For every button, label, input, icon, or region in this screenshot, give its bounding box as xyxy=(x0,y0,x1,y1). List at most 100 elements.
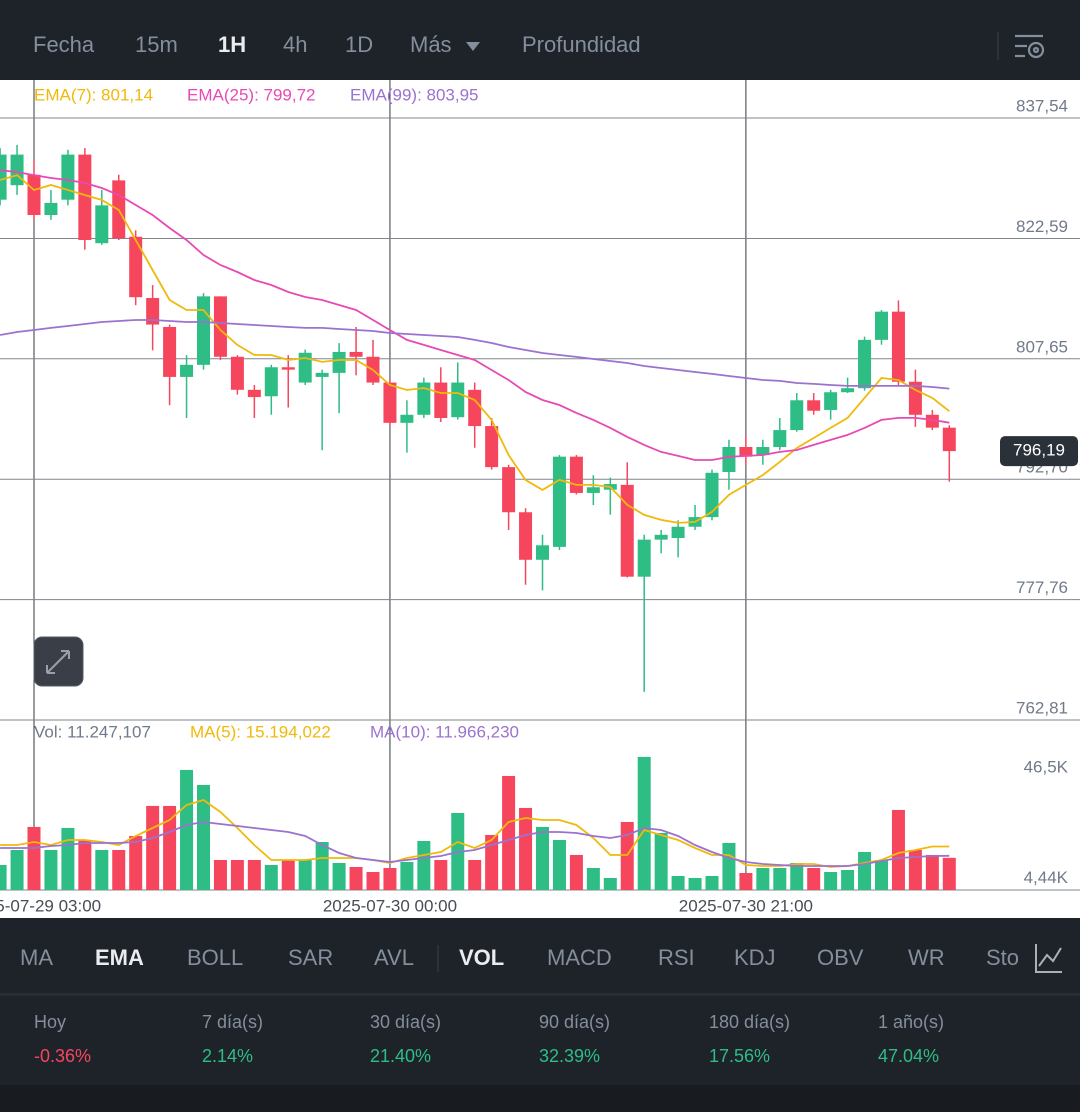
candle-body xyxy=(163,326,177,377)
chart-layer: 2025-07-29 03:00 2025-07-30 00:00 2025-07-… xyxy=(0,80,1080,915)
price-tag xyxy=(1000,436,1078,467)
candle-body xyxy=(315,372,329,377)
price-tag-label: 796,19 xyxy=(1013,441,1065,460)
volume-bar xyxy=(281,859,295,890)
indicator-tab[interactable]: AVL xyxy=(374,945,414,970)
volume-bar xyxy=(671,876,685,890)
indicator-tab[interactable]: KDJ xyxy=(734,945,776,970)
candle-body xyxy=(485,426,499,468)
period-change: 21.40% xyxy=(370,1046,431,1066)
indicator-tab[interactable]: WR xyxy=(908,945,945,970)
candle-body xyxy=(654,534,668,540)
volume-bar xyxy=(705,876,719,890)
volume-bar xyxy=(586,867,600,890)
period-change: 2.14% xyxy=(202,1046,253,1066)
ema-line xyxy=(0,319,950,390)
volume-bar xyxy=(264,864,278,890)
indicator-tab[interactable]: MA xyxy=(20,945,53,970)
indicator-tab[interactable]: SAR xyxy=(288,945,333,970)
period-label: 30 día(s) xyxy=(370,1012,441,1032)
ma-line xyxy=(0,799,950,868)
candle-body xyxy=(349,351,363,357)
timeframe-tab[interactable]: 4h xyxy=(283,32,307,57)
timeframe-tab[interactable]: Fecha xyxy=(33,32,95,57)
dropdown-arrow[interactable] xyxy=(466,42,480,51)
candle-body xyxy=(790,400,804,431)
candle-body xyxy=(417,382,431,415)
timeframe-tab[interactable]: Más xyxy=(410,32,452,57)
volume-bar xyxy=(146,805,160,890)
legend-entry: EMA(99): 803,95 xyxy=(350,85,479,104)
volume-bar xyxy=(925,854,939,890)
volume-bar xyxy=(637,756,651,890)
volume-bar xyxy=(197,784,210,890)
candle-body xyxy=(925,414,939,428)
volume-bar xyxy=(349,866,363,890)
settings-icon[interactable] xyxy=(1015,34,1045,59)
timeframe-tab[interactable]: Profundidad xyxy=(522,32,641,57)
volume-bar xyxy=(213,859,227,890)
candle-body xyxy=(468,389,482,427)
volume-bar xyxy=(688,877,702,890)
y-tick-label: 807,65 xyxy=(1016,337,1068,356)
volume-bar xyxy=(569,854,583,890)
indicator-tab[interactable]: Sto xyxy=(986,945,1019,970)
y-tick-label: 762,81 xyxy=(1016,698,1068,717)
ema-line xyxy=(0,174,950,524)
indicator-tab[interactable]: MACD xyxy=(547,945,612,970)
indicator-tab[interactable]: OBV xyxy=(817,945,864,970)
candle-body xyxy=(247,389,261,398)
timeframe-tab[interactable]: 15m xyxy=(135,32,178,57)
candle-body xyxy=(739,447,753,457)
volume-bar xyxy=(163,805,177,890)
volume-bar xyxy=(112,849,126,890)
timeframe-tab[interactable]: 1H xyxy=(218,32,246,57)
volume-bar xyxy=(739,873,753,890)
expand-button[interactable] xyxy=(33,636,84,687)
volume-bar xyxy=(722,842,736,890)
volume-bar xyxy=(841,869,855,890)
volume-bar xyxy=(400,861,414,890)
candle-body xyxy=(78,154,92,240)
period-change: 47.04% xyxy=(878,1046,939,1066)
volume-bar xyxy=(27,826,41,890)
candle-body xyxy=(671,526,685,539)
footer xyxy=(0,1085,1080,1112)
candle-body xyxy=(519,512,533,560)
indicator-tab[interactable]: VOL xyxy=(459,945,504,970)
timeframe-tab[interactable]: 1D xyxy=(345,32,373,57)
volume-bar xyxy=(875,859,888,890)
legend-entry: EMA(7): 801,14 xyxy=(34,85,153,104)
candle-body xyxy=(27,174,41,216)
candle-body xyxy=(824,392,838,410)
candle-body xyxy=(756,447,770,456)
candle-body xyxy=(213,296,227,357)
indicator-tab[interactable]: RSI xyxy=(658,945,695,970)
indicator-tab[interactable]: BOLL xyxy=(187,945,243,970)
volume-bar xyxy=(502,775,516,890)
candle-body xyxy=(180,364,194,377)
volume-bar xyxy=(332,862,346,890)
x-tick-label: 2025-07-30 21:00 xyxy=(679,896,813,915)
candle-body xyxy=(129,236,143,298)
candle-body xyxy=(536,545,549,560)
candle-body xyxy=(197,296,210,365)
candle-body xyxy=(95,205,109,244)
period-change: -0.36% xyxy=(34,1046,91,1066)
volume-bar xyxy=(807,867,821,890)
candle-body xyxy=(908,381,922,415)
period-label: 7 día(s) xyxy=(202,1012,263,1032)
chart-icon[interactable] xyxy=(1035,944,1062,973)
candle-body xyxy=(400,414,414,423)
volume-bar xyxy=(383,867,397,890)
candle-body xyxy=(44,202,58,216)
volume-bar xyxy=(180,769,194,890)
candle-body xyxy=(451,382,465,418)
candle-body xyxy=(281,367,295,370)
y-tick-label: 822,59 xyxy=(1016,217,1068,236)
indicator-tab[interactable]: EMA xyxy=(95,945,144,970)
volume-bar xyxy=(366,871,380,890)
volume-bar xyxy=(230,859,244,890)
candle-body xyxy=(0,154,7,200)
